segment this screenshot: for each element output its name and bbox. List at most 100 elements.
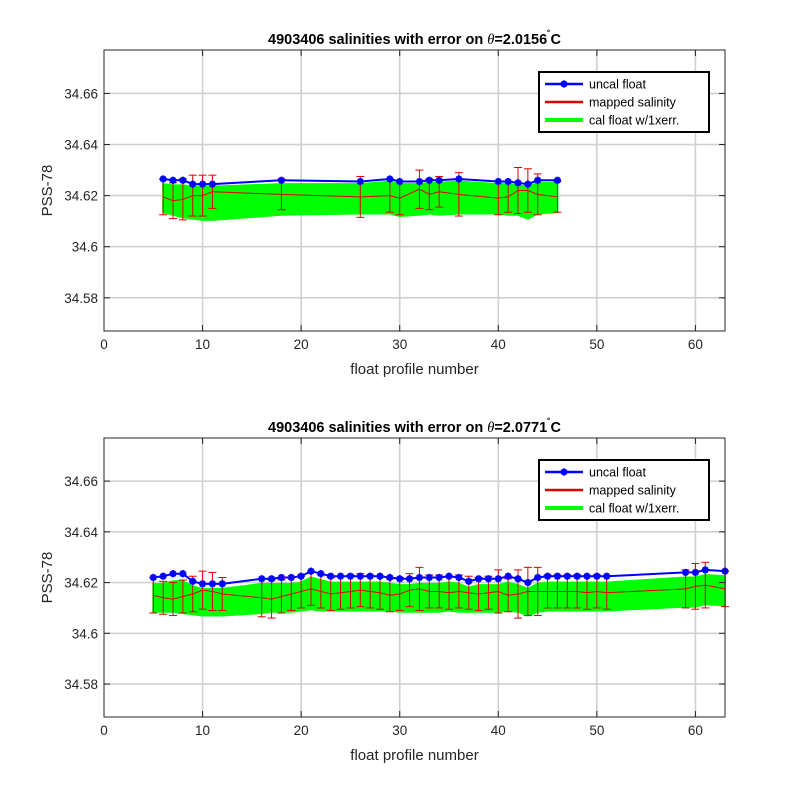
marker-d2 [593, 572, 601, 580]
marker-d2 [179, 176, 187, 184]
y-tick-label: 34.66 [64, 474, 98, 489]
uncal-float-point [198, 180, 207, 188]
y-tick-label: 34.66 [64, 86, 98, 101]
legend-cal-float: cal float w/1xerr. [545, 114, 679, 128]
legend-label: mapped salinity [589, 484, 677, 498]
uncal-float-point [543, 572, 552, 580]
marker-d2 [366, 572, 374, 580]
uncal-float-point [603, 572, 611, 580]
marker-d2 [189, 180, 197, 188]
marker-d2 [534, 574, 542, 581]
uncal-float-point [346, 572, 355, 580]
uncal-float-point [534, 573, 542, 582]
title-value: =2.0771 [494, 420, 547, 436]
marker-d2 [485, 575, 492, 583]
uncal-float-point [317, 570, 325, 578]
marker-d2 [327, 572, 335, 580]
x-tick-label: 30 [392, 337, 407, 352]
uncal-float-point [336, 572, 345, 580]
marker-d2 [701, 566, 709, 574]
marker-d2 [425, 176, 433, 184]
x-tick-label: 20 [294, 337, 309, 352]
uncal-float-point [504, 572, 512, 580]
marker-d2 [524, 180, 532, 188]
marker-d2 [268, 575, 275, 583]
uncal-float-point [415, 573, 424, 582]
legend-uncal-float: uncal float [545, 466, 647, 480]
marker-d2 [445, 572, 453, 580]
uncal-float-point [573, 572, 581, 580]
marker-d2 [278, 176, 285, 184]
uncal-float-point [681, 568, 690, 577]
marker-d2 [179, 570, 187, 577]
error-bar [514, 167, 522, 214]
uncal-float-point [435, 176, 443, 184]
x-axis-label: float profile number [350, 361, 478, 378]
uncal-float-point [514, 179, 522, 187]
uncal-float-point [504, 177, 512, 186]
marker-d2 [504, 572, 512, 580]
mapped-salinity-line [153, 584, 726, 600]
marker-d2 [494, 178, 502, 185]
x-tick-label: 0 [100, 337, 108, 352]
marker-d2 [386, 574, 394, 581]
marker-d2 [199, 180, 206, 188]
axes-box [103, 49, 726, 332]
tick-marks [103, 50, 725, 331]
x-tick-label: 10 [195, 337, 210, 352]
uncal-float-point [593, 572, 601, 580]
marker-d2 [347, 572, 354, 580]
uncal-float-point [297, 572, 305, 580]
uncal-float-point [208, 180, 217, 188]
legend: uncal float mapped salinity cal float w/1x… [538, 71, 710, 133]
marker-d2 [169, 570, 177, 577]
marker-d2 [199, 580, 206, 588]
uncal-float-point [179, 570, 187, 578]
title-degree: ˚ [547, 29, 550, 41]
uncal-float-markers [149, 566, 729, 588]
uncal-float-point [327, 572, 335, 580]
marker-d2 [603, 572, 611, 580]
uncal-float-point [563, 572, 571, 580]
marker-d2 [169, 176, 177, 184]
uncal-float-markers [159, 175, 562, 188]
uncal-float-point [425, 176, 433, 184]
title-prefix: 4903406 salinities with error on [268, 420, 487, 436]
marker-d2 [376, 572, 384, 580]
marker-d2 [455, 175, 463, 183]
uncal-float-point [494, 575, 502, 583]
title-value: =2.0156 [494, 32, 547, 48]
x-tick-label: 50 [589, 723, 604, 738]
legend-label: uncal float [589, 78, 647, 92]
x-tick-label: 40 [491, 723, 506, 738]
marker-d2 [554, 572, 561, 580]
marker-d2 [317, 570, 325, 577]
uncal-float-point [455, 573, 463, 582]
marker-d2 [514, 179, 522, 187]
marker-d2 [544, 572, 551, 580]
uncal-float-point [445, 572, 453, 580]
uncal-float-point [484, 575, 493, 583]
marker-d2 [692, 569, 699, 576]
marker-d2 [563, 572, 571, 580]
marker-d2 [416, 574, 423, 581]
uncal-float-point [553, 572, 562, 580]
y-tick-label: 34.58 [64, 291, 98, 306]
title-theta: θ [487, 32, 494, 48]
uncal-float-point [159, 175, 167, 183]
legend-uncal-float: uncal float [545, 78, 647, 92]
marker-d2 [258, 575, 266, 583]
legend-label: cal float w/1xerr. [589, 114, 679, 128]
uncal-float-point [474, 575, 483, 583]
x-tick-label: 10 [195, 723, 210, 738]
marker-d2 [524, 579, 532, 586]
legend-marker [560, 80, 568, 88]
uncal-float-point [208, 580, 217, 588]
axes-box [103, 437, 726, 718]
marker-d2 [189, 578, 197, 585]
marker-d2 [504, 178, 512, 185]
error-bar [178, 579, 187, 614]
marker-d2 [560, 80, 568, 88]
error-bar [415, 169, 424, 209]
